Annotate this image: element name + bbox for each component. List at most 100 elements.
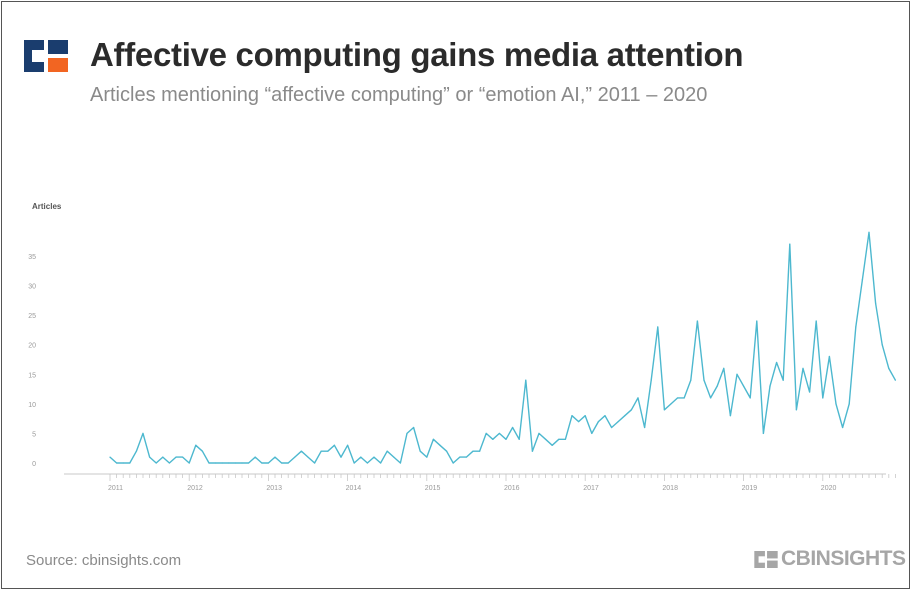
- data-point: [743, 385, 745, 387]
- data-point: [795, 409, 798, 411]
- data-point: [307, 456, 309, 458]
- data-point: [353, 462, 355, 464]
- data-point: [347, 444, 349, 446]
- data-point: [419, 450, 421, 452]
- data-point: [366, 462, 368, 464]
- data-point: [320, 450, 322, 452]
- data-point: [868, 231, 870, 233]
- y-tick-label: 30: [28, 284, 36, 291]
- data-point: [591, 432, 593, 435]
- data-point: [848, 403, 850, 405]
- data-point: [446, 450, 448, 452]
- data-point: [749, 397, 751, 399]
- data-point: [611, 426, 613, 429]
- data-point: [683, 397, 685, 399]
- data-point: [802, 367, 804, 369]
- data-point: [571, 415, 573, 417]
- data-point: [459, 456, 461, 458]
- x-tick-label: 2012: [187, 485, 203, 492]
- data-point: [716, 385, 718, 387]
- data-point: [228, 462, 230, 464]
- data-point: [690, 379, 692, 381]
- data-point: [604, 415, 606, 417]
- y-tick-label: 10: [28, 402, 36, 409]
- data-point: [723, 367, 725, 369]
- brand-wordmark: CBINSIGHTS: [754, 547, 906, 571]
- data-point: [472, 450, 474, 452]
- data-point: [677, 397, 679, 399]
- data-point: [360, 456, 362, 458]
- data-point: [729, 415, 732, 417]
- y-tick-label: 35: [28, 254, 36, 261]
- x-tick-label: 2011: [108, 485, 123, 492]
- data-point: [452, 462, 454, 464]
- data-point: [815, 320, 817, 322]
- chart-subtitle: Articles mentioning “affective computing…: [90, 84, 708, 106]
- data-point: [828, 355, 831, 358]
- data-point: [399, 462, 401, 464]
- data-point: [175, 456, 177, 458]
- data-point: [426, 456, 428, 458]
- data-point: [485, 432, 487, 435]
- data-point: [769, 385, 771, 387]
- data-point: [545, 438, 547, 440]
- data-point: [188, 462, 190, 464]
- data-point: [789, 243, 791, 245]
- data-point: [855, 326, 857, 328]
- data-point: [644, 426, 646, 429]
- data-point: [861, 279, 864, 281]
- data-point: [195, 444, 197, 446]
- data-point: [703, 379, 705, 381]
- data-point: [393, 456, 395, 458]
- data-point: [155, 462, 157, 464]
- data-point: [142, 432, 144, 435]
- data-point: [182, 456, 184, 458]
- data-point: [215, 462, 217, 464]
- data-point: [116, 462, 118, 464]
- data-point: [624, 415, 626, 417]
- data-point: [234, 462, 236, 464]
- data-point: [578, 421, 580, 423]
- data-point: [241, 462, 243, 464]
- data-point: [261, 462, 263, 464]
- data-point: [551, 444, 553, 446]
- data-point: [512, 426, 514, 429]
- data-point: [558, 438, 560, 440]
- data-point: [267, 462, 269, 464]
- series-line-articles: [109, 231, 897, 464]
- y-tick-label: 0: [32, 461, 36, 468]
- data-point: [380, 462, 382, 464]
- x-tick-label: 2016: [504, 485, 520, 492]
- data-point: [670, 403, 672, 405]
- x-tick-label: 2018: [662, 485, 678, 492]
- data-point: [135, 450, 137, 452]
- x-tick-label: 2013: [266, 485, 282, 492]
- data-point: [386, 450, 388, 452]
- data-point: [630, 409, 633, 411]
- data-point: [149, 456, 151, 458]
- data-point: [617, 421, 619, 423]
- data-point: [809, 391, 811, 393]
- data-point: [584, 415, 586, 417]
- x-tick-label: 2015: [425, 485, 441, 492]
- data-point: [439, 444, 441, 446]
- data-point: [663, 409, 666, 411]
- data-point: [597, 421, 600, 423]
- data-point: [221, 462, 223, 464]
- data-point: [518, 438, 520, 440]
- data-point: [432, 438, 434, 440]
- data-point: [162, 456, 164, 458]
- y-tick-label: 15: [28, 372, 36, 379]
- data-point: [875, 302, 877, 304]
- data-point: [881, 344, 883, 346]
- data-point: [736, 373, 738, 375]
- data-point: [327, 450, 329, 452]
- data-point: [756, 320, 758, 322]
- data-point: [531, 450, 534, 452]
- data-point: [505, 438, 507, 440]
- data-point: [564, 438, 567, 440]
- cb-insights-logo-icon: [24, 40, 68, 72]
- data-point: [538, 432, 540, 435]
- x-tick-label: 2019: [742, 485, 758, 492]
